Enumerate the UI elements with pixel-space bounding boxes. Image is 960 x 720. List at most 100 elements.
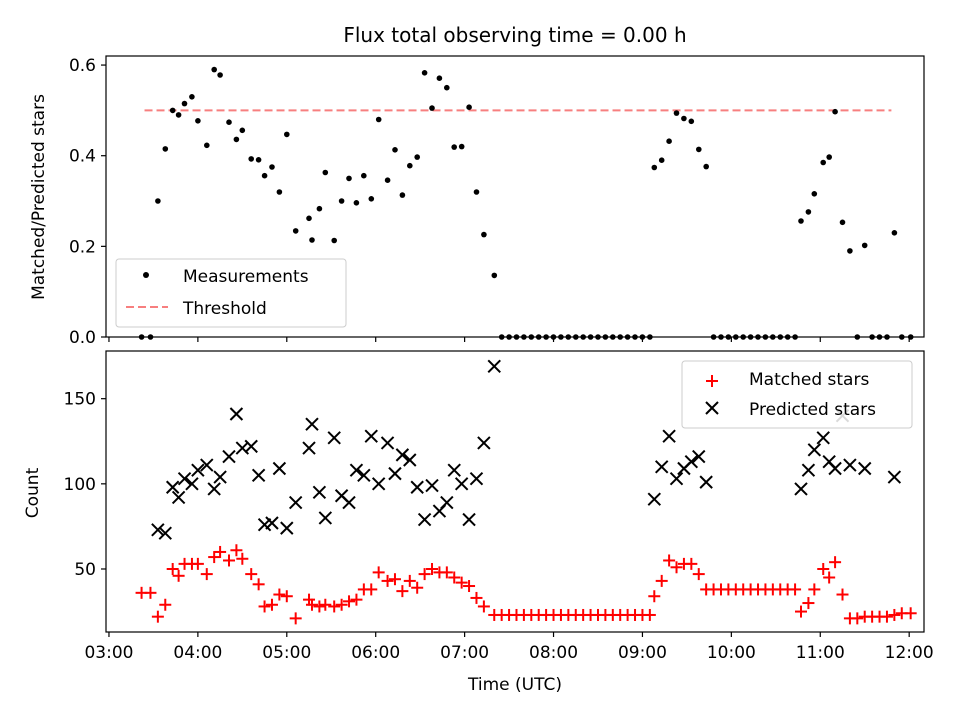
measurement-point [322,169,329,176]
predicted-star-point [158,526,172,540]
predicted-marker-b [288,495,303,510]
predicted-marker-b [425,478,439,493]
predicted-star-point [251,468,266,483]
measurement-point [211,66,217,73]
predicted-marker-b [207,482,221,496]
predicted-star-point [191,463,205,477]
matched-star-point [200,568,213,581]
predicted-marker-b [662,429,676,443]
predicted-star-point [388,466,402,481]
predicted-marker-b [151,523,165,537]
measurement-point [414,154,421,160]
predicted-marker-b [280,521,294,535]
matched-star-point [236,552,249,565]
measurement-point [399,192,406,198]
predicted-star-point [440,495,454,510]
legend-measurements-marker [143,272,149,278]
top-legend-box [115,258,347,328]
matched-star-point [403,574,416,587]
measurement-point [309,237,315,243]
matched-star-point [692,568,705,581]
predicted-star-point [380,436,395,450]
matched-star-point [463,580,476,593]
matched-star-point [303,593,316,606]
matched-star-point [411,581,424,594]
top-legend: Measurements Threshold [115,258,347,328]
predicted-star-point [647,492,662,506]
predicted-marker-b [699,475,713,489]
predicted-star-point [843,458,857,472]
predicted-star-point [151,523,165,537]
bottom-y-tick-label: 100 [64,475,96,495]
measurement-point [688,118,695,125]
measurement-point [292,228,299,234]
matched-star-point [222,554,235,567]
predicted-marker-b [462,512,476,527]
predicted-star-point [327,431,341,445]
matched-star-point [230,544,243,557]
matched-star-point [252,578,265,591]
bottom-legend-box [681,360,913,429]
predicted-marker-b [342,495,356,510]
measurement-point [839,219,846,226]
matched-star-point [245,568,258,581]
predicted-marker-b [684,454,699,469]
matched-star-point [159,598,172,611]
predicted-star-point [244,439,258,454]
predicted-star-point [171,490,186,505]
x-tick-label: 11:00 [796,643,845,663]
measurement-point [811,191,818,197]
top-y-tick-label: 0.4 [69,147,96,167]
measurement-point [820,159,826,166]
predicted-marker-b [469,472,484,486]
predicted-marker-b [669,472,684,486]
measurement-point [891,230,898,236]
measurement-point [805,209,812,215]
predicted-star-point [887,470,902,484]
measurement-point [269,164,275,170]
matched-star-point [396,585,409,598]
top-axes-frame [105,55,925,338]
measurement-point [255,157,262,163]
predicted-star-point [302,441,316,455]
matched-star-point [448,571,461,584]
matched-star-point [648,590,661,603]
top-y-tick-label: 0.0 [69,328,96,348]
predicted-star-point [229,407,244,421]
matched-star-point [418,568,431,581]
predicted-marker-b [410,480,424,494]
matched-star-point [313,600,326,613]
measurement-point [458,143,465,150]
predicted-star-point [207,482,221,496]
predicted-star-point [699,475,713,489]
predicted-marker-b [265,516,279,530]
predicted-marker-b [371,477,386,491]
legend-measurements-label: Measurements [183,267,309,287]
bottom-panel: 03:00 04:00 05:00 06:00 07:00 08:00 09:00 10:00… [23,350,934,695]
predicted-marker-b [349,463,364,477]
x-tick-label: 05:00 [262,643,311,663]
predicted-marker-b [357,468,371,483]
measurement-point [195,118,201,124]
predicted-marker-b [692,449,706,464]
predicted-star-point [477,436,491,450]
predicted-marker-b [302,441,316,455]
predicted-marker-b [822,454,836,469]
predicted-marker-b [229,407,244,421]
predicted-marker-b [843,458,857,472]
matched-star-point [836,588,849,601]
predicted-marker-b [312,485,327,500]
legend-matched-marker [706,375,718,387]
measurement-point [162,146,169,152]
predicted-marker-b [251,468,266,483]
matched-star-point [851,612,864,625]
measurement-point [338,198,345,204]
legend-matched-label: Matched stars [749,370,869,390]
measurement-point [451,144,458,150]
x-axis-label: Time (UTC) [467,675,562,695]
bottom-marks [135,359,917,625]
predicted-star-point [222,449,236,464]
matched-star-point [214,545,227,558]
predicted-marker-b [807,443,822,457]
matched-star-point [823,571,836,584]
